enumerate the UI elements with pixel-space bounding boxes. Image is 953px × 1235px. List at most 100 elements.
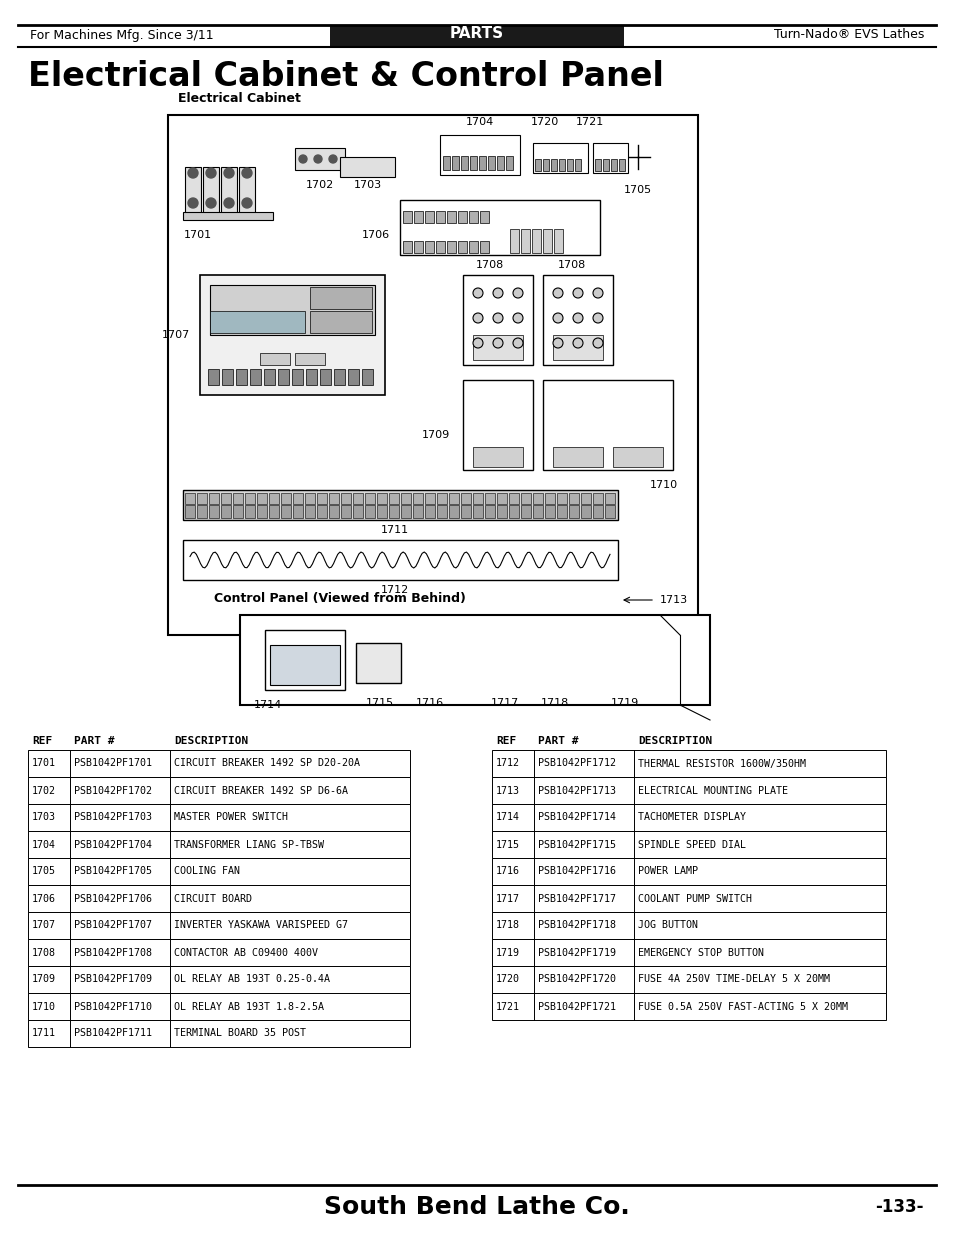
Bar — [492, 993, 885, 1020]
Bar — [497, 156, 503, 170]
Bar — [264, 369, 274, 385]
Bar — [399, 200, 599, 254]
Circle shape — [593, 312, 602, 324]
Bar — [532, 228, 540, 253]
Circle shape — [497, 440, 507, 450]
Bar — [413, 505, 422, 517]
Text: 1706: 1706 — [361, 230, 390, 240]
Circle shape — [314, 156, 322, 163]
Bar — [316, 505, 327, 517]
Bar — [492, 777, 885, 804]
Bar — [610, 159, 617, 170]
Circle shape — [553, 312, 562, 324]
Bar — [449, 493, 458, 504]
Bar — [580, 493, 590, 504]
Circle shape — [573, 420, 582, 430]
Text: REF: REF — [496, 736, 516, 746]
Bar — [566, 159, 573, 170]
Text: PSB1042PF1720: PSB1042PF1720 — [537, 974, 616, 984]
Text: 1701: 1701 — [32, 758, 56, 768]
Bar — [339, 157, 395, 177]
Text: 1715: 1715 — [496, 840, 519, 850]
Text: 1714: 1714 — [253, 700, 282, 710]
Bar — [294, 148, 345, 170]
Text: TRANSFORMER LIANG SP-TBSW: TRANSFORMER LIANG SP-TBSW — [173, 840, 324, 850]
Bar — [473, 335, 522, 359]
Bar — [183, 212, 273, 220]
Circle shape — [644, 420, 655, 430]
Circle shape — [553, 288, 562, 298]
Text: 1707: 1707 — [32, 920, 56, 930]
Circle shape — [493, 338, 502, 348]
Bar — [168, 115, 698, 635]
Bar — [240, 615, 709, 705]
Text: PARTS: PARTS — [450, 26, 503, 41]
Text: 1708: 1708 — [32, 947, 56, 957]
Circle shape — [468, 641, 512, 685]
Bar — [250, 369, 261, 385]
Bar — [557, 493, 566, 504]
Text: PSB1042PF1710: PSB1042PF1710 — [74, 1002, 152, 1011]
Text: POWER LAMP: POWER LAMP — [638, 867, 698, 877]
Text: MASTER POWER SWITCH: MASTER POWER SWITCH — [173, 813, 288, 823]
Text: 1721: 1721 — [496, 1002, 519, 1011]
Text: THERMAL RESISTOR 1600W/350HM: THERMAL RESISTOR 1600W/350HM — [638, 758, 805, 768]
Text: FUSE 4A 250V TIME-DELAY 5 X 20MM: FUSE 4A 250V TIME-DELAY 5 X 20MM — [638, 974, 829, 984]
Bar — [604, 505, 615, 517]
Bar — [575, 159, 580, 170]
Bar — [520, 228, 530, 253]
Bar — [256, 505, 267, 517]
Bar — [310, 311, 372, 333]
Bar — [492, 885, 885, 911]
Text: 1713: 1713 — [659, 595, 687, 605]
Text: 1709: 1709 — [421, 430, 450, 440]
Bar — [473, 505, 482, 517]
Bar — [361, 369, 373, 385]
Text: 1713: 1713 — [496, 785, 519, 795]
Circle shape — [614, 436, 661, 484]
Bar — [28, 777, 410, 804]
Bar — [183, 490, 618, 520]
Circle shape — [473, 400, 482, 410]
Text: 1718: 1718 — [540, 698, 569, 708]
Circle shape — [513, 312, 522, 324]
Bar — [28, 966, 410, 993]
Circle shape — [242, 168, 252, 178]
Circle shape — [573, 400, 582, 410]
Circle shape — [513, 288, 522, 298]
Bar — [221, 167, 236, 215]
Bar — [221, 493, 231, 504]
Bar — [208, 369, 219, 385]
Text: 1715: 1715 — [366, 698, 394, 708]
Text: Electrical Cabinet: Electrical Cabinet — [178, 91, 300, 105]
Circle shape — [629, 400, 639, 410]
Text: 1707: 1707 — [162, 330, 190, 340]
Text: PSB1042PF1709: PSB1042PF1709 — [74, 974, 152, 984]
Bar — [424, 505, 435, 517]
Text: PSB1042PF1719: PSB1042PF1719 — [537, 947, 616, 957]
Bar — [462, 275, 533, 366]
Bar — [413, 493, 422, 504]
Text: 1708: 1708 — [558, 261, 585, 270]
Bar — [270, 645, 339, 685]
Circle shape — [615, 400, 624, 410]
Text: PSB1042PF1721: PSB1042PF1721 — [537, 1002, 616, 1011]
Bar — [269, 505, 278, 517]
Bar — [310, 287, 372, 309]
Text: DESCRIPTION: DESCRIPTION — [638, 736, 712, 746]
Bar — [245, 505, 254, 517]
Bar — [488, 156, 495, 170]
Bar — [209, 505, 219, 517]
Bar — [28, 911, 410, 939]
Bar — [568, 505, 578, 517]
Circle shape — [477, 651, 501, 676]
Bar — [492, 939, 885, 966]
Text: PSB1042PF1717: PSB1042PF1717 — [537, 893, 616, 904]
Text: Turn-Nado® EVS Lathes: Turn-Nado® EVS Lathes — [773, 28, 923, 42]
Bar — [492, 750, 885, 777]
Circle shape — [644, 440, 655, 450]
Bar — [365, 493, 375, 504]
Bar — [618, 159, 624, 170]
Circle shape — [493, 288, 502, 298]
Circle shape — [644, 400, 655, 410]
